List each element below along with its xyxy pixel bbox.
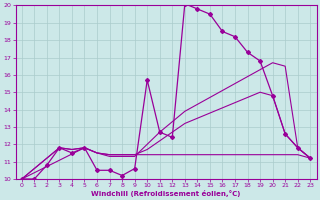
X-axis label: Windchill (Refroidissement éolien,°C): Windchill (Refroidissement éolien,°C) — [91, 190, 241, 197]
